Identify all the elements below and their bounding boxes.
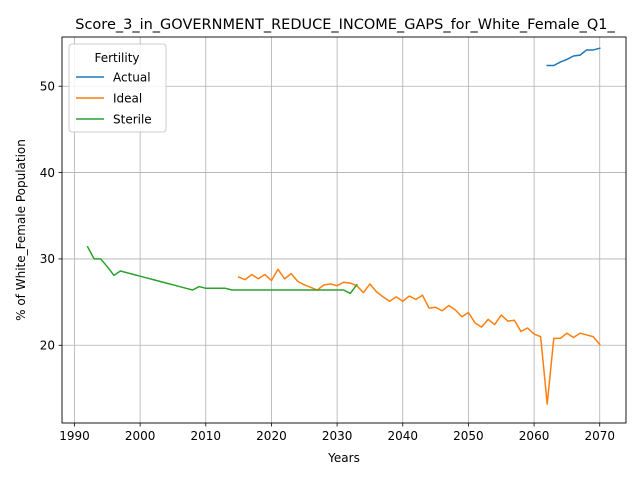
legend-items: Actual Ideal Sterile bbox=[76, 71, 152, 127]
x-axis-label: Years bbox=[327, 451, 360, 465]
x-tick-label: 2050 bbox=[453, 429, 484, 443]
x-tick-label: 2010 bbox=[191, 429, 222, 443]
legend-title: Fertility bbox=[94, 51, 139, 65]
x-tick-label: 2060 bbox=[519, 429, 550, 443]
series-lines bbox=[86, 47, 601, 405]
legend: Fertility Actual Ideal Sterile bbox=[68, 43, 167, 133]
y-tick-label: 40 bbox=[40, 166, 55, 180]
x-tick-label: 2000 bbox=[125, 429, 156, 443]
x-tick-label: 1990 bbox=[59, 429, 90, 443]
legend-label-actual: Actual bbox=[113, 71, 151, 85]
x-tick-label: 2040 bbox=[387, 429, 418, 443]
legend-box bbox=[68, 43, 167, 133]
y-tick-label: 30 bbox=[40, 252, 55, 266]
legend-label-sterile: Sterile bbox=[113, 113, 152, 127]
series-line-ideal bbox=[237, 268, 601, 405]
chart-title: Score_3_in_GOVERNMENT_REDUCE_INCOME_GAPS… bbox=[75, 17, 615, 33]
x-tick-label: 2030 bbox=[322, 429, 353, 443]
y-axis-label: % of White_Female Population bbox=[14, 139, 28, 321]
grid bbox=[62, 37, 626, 423]
y-tick-label: 20 bbox=[40, 339, 55, 353]
axis-ticks: 1990 2000 2010 2020 2030 2040 2050 2060 20702030… bbox=[40, 80, 615, 443]
x-tick-label: 2020 bbox=[256, 429, 287, 443]
series-line-actual bbox=[546, 47, 601, 67]
legend-label-ideal: Ideal bbox=[113, 92, 142, 106]
x-tick-label: 2070 bbox=[584, 429, 615, 443]
plot-frame bbox=[61, 36, 627, 424]
series-line-sterile bbox=[86, 245, 358, 295]
y-tick-label: 50 bbox=[40, 80, 55, 94]
